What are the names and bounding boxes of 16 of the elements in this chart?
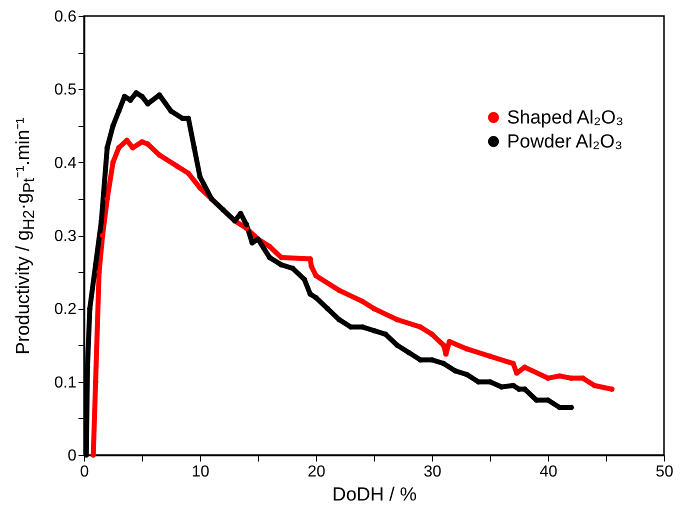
legend-label: Shaped Al₂O₃ <box>507 108 624 128</box>
x-tick-label: 50 <box>656 464 674 480</box>
y-tick-label: 0.5 <box>54 82 77 99</box>
y-tick-label: 0.4 <box>54 154 77 172</box>
x-tick-label: 10 <box>192 464 210 480</box>
x-tick-label: 30 <box>424 464 442 480</box>
x-tick-label: 0 <box>80 464 90 480</box>
x-tick-label: 40 <box>540 464 558 480</box>
y-tick-label: 0 <box>68 448 77 464</box>
legend-label: Powder Al₂O₃ <box>507 132 622 152</box>
x-tick-label: 20 <box>308 464 326 480</box>
y-tick-label: 0.1 <box>54 374 77 392</box>
x-axis-title: DoDH / % <box>332 484 417 506</box>
y-tick-label: 0.3 <box>54 228 77 245</box>
y-tick-label: 0.2 <box>54 301 77 318</box>
y-tick-label: 0.6 <box>54 8 77 26</box>
